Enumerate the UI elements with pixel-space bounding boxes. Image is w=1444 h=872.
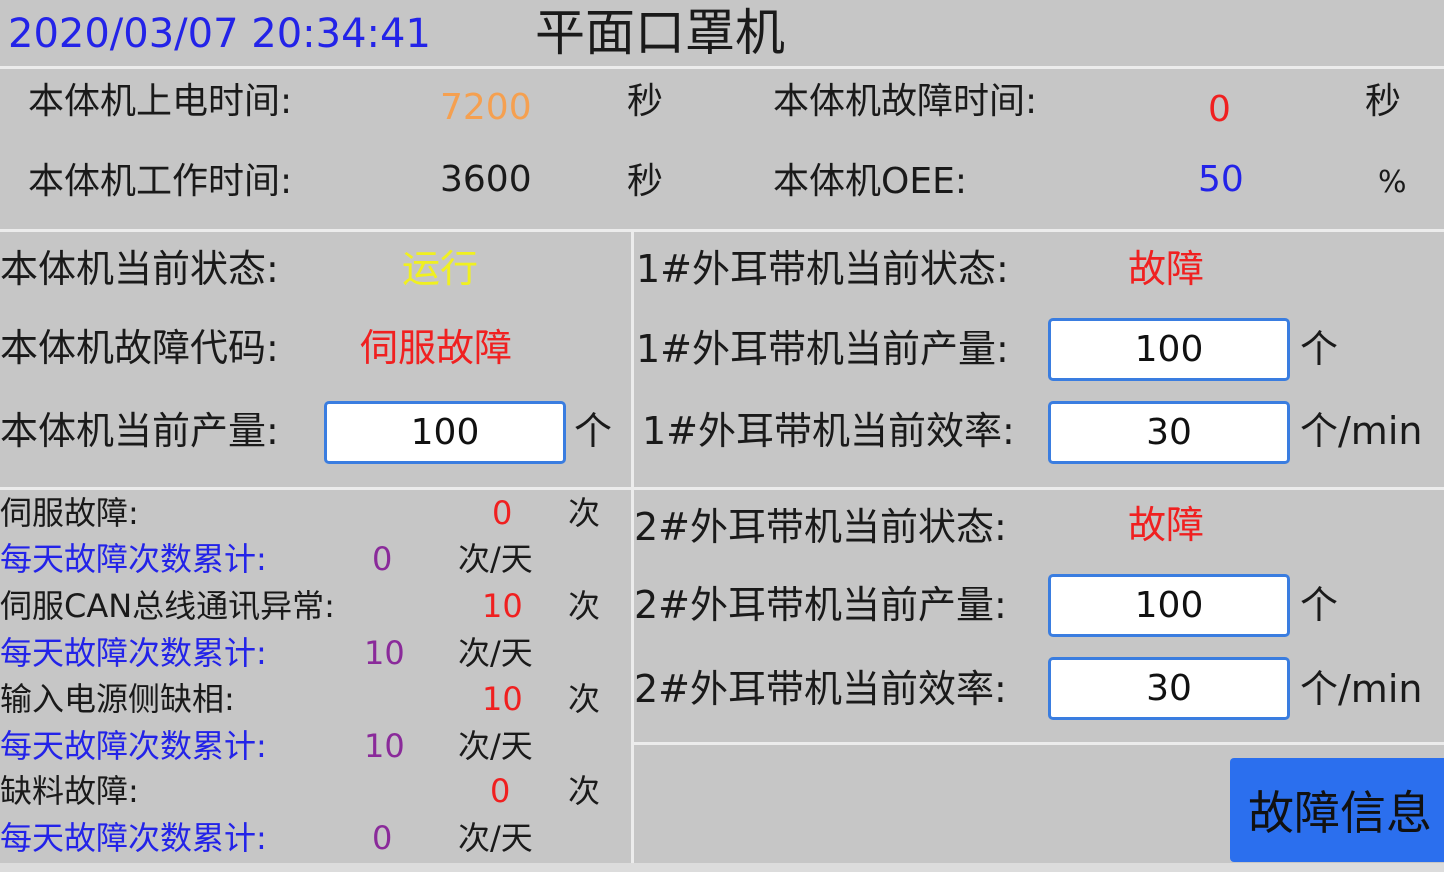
fault-time-label: 本体机故障时间: — [773, 81, 1038, 122]
main-state-label: 本体机当前状态: — [0, 247, 279, 291]
oee-unit: % — [1378, 165, 1407, 200]
daily-unit: 次/天 — [458, 727, 533, 765]
ear1-eff-field[interactable]: 30 — [1048, 401, 1290, 464]
fault-time-unit: 秒 — [1365, 81, 1402, 122]
page-title: 平面口罩机 — [535, 4, 785, 62]
fault-count: 10 — [482, 587, 523, 625]
fault-unit: 次 — [568, 494, 601, 532]
ear2-eff-label: 2#外耳带机当前效率: — [634, 667, 1007, 711]
divider — [632, 742, 1444, 745]
ear2-output-unit: 个 — [1300, 583, 1339, 627]
divider — [631, 232, 634, 864]
ear1-eff-unit: 个/min — [1300, 409, 1423, 453]
daily-unit: 次/天 — [458, 819, 533, 857]
daily-label: 每天故障次数累计: — [0, 727, 267, 765]
ear1-eff-label: 1#外耳带机当前效率: — [642, 409, 1015, 453]
bottom-bar — [0, 863, 1444, 872]
main-output-field[interactable]: 100 — [324, 401, 566, 464]
daily-count: 10 — [364, 727, 405, 765]
daily-count: 10 — [364, 634, 405, 672]
work-time-unit: 秒 — [627, 161, 664, 202]
ear2-eff-field[interactable]: 30 — [1048, 657, 1290, 720]
power-on-value: 7200 — [440, 87, 532, 128]
ear2-output-label: 2#外耳带机当前产量: — [634, 583, 1007, 627]
fault-time-value: 0 — [1208, 89, 1231, 130]
ear2-output-field[interactable]: 100 — [1048, 574, 1290, 637]
ear2-eff-unit: 个/min — [1300, 667, 1423, 711]
fault-info-button[interactable]: 故障信息 — [1230, 758, 1444, 862]
fault-unit: 次 — [568, 680, 601, 718]
fault-label: 输入电源侧缺相: — [0, 680, 235, 718]
daily-label: 每天故障次数累计: — [0, 634, 267, 672]
ear1-output-unit: 个 — [1300, 327, 1339, 371]
divider — [0, 487, 1444, 490]
work-time-value: 3600 — [440, 159, 532, 200]
ear2-state-label: 2#外耳带机当前状态: — [634, 505, 1007, 549]
ear2-state-value: 故障 — [1128, 503, 1205, 547]
ear1-state-value: 故障 — [1128, 247, 1205, 291]
daily-label: 每天故障次数累计: — [0, 819, 267, 857]
main-output-unit: 个 — [574, 409, 613, 453]
main-output-label: 本体机当前产量: — [0, 409, 279, 453]
oee-label: 本体机OEE: — [773, 161, 967, 202]
power-on-unit: 秒 — [627, 81, 664, 122]
datetime: 2020/03/07 20:34:41 — [8, 11, 431, 57]
fault-label: 伺服CAN总线通讯异常: — [0, 587, 335, 625]
divider — [0, 66, 1444, 69]
work-time-label: 本体机工作时间: — [28, 161, 293, 202]
main-state-value: 运行 — [402, 247, 479, 291]
daily-label: 每天故障次数累计: — [0, 540, 267, 578]
fault-label: 缺料故障: — [0, 772, 139, 810]
fault-unit: 次 — [568, 772, 601, 810]
fault-count: 0 — [490, 772, 511, 810]
power-on-label: 本体机上电时间: — [28, 81, 293, 122]
fault-count: 10 — [482, 680, 523, 718]
daily-unit: 次/天 — [458, 634, 533, 672]
daily-count: 0 — [372, 540, 393, 578]
daily-unit: 次/天 — [458, 540, 533, 578]
fault-count: 0 — [492, 494, 513, 532]
fault-label: 伺服故障: — [0, 494, 139, 532]
ear1-output-field[interactable]: 100 — [1048, 318, 1290, 381]
main-fault-code-label: 本体机故障代码: — [0, 326, 279, 370]
ear1-state-label: 1#外耳带机当前状态: — [636, 247, 1009, 291]
oee-value: 50 — [1198, 159, 1244, 200]
ear1-output-label: 1#外耳带机当前产量: — [636, 327, 1009, 371]
fault-unit: 次 — [568, 587, 601, 625]
divider — [0, 229, 1444, 232]
daily-count: 0 — [372, 819, 393, 857]
main-fault-code-value: 伺服故障 — [360, 326, 513, 370]
